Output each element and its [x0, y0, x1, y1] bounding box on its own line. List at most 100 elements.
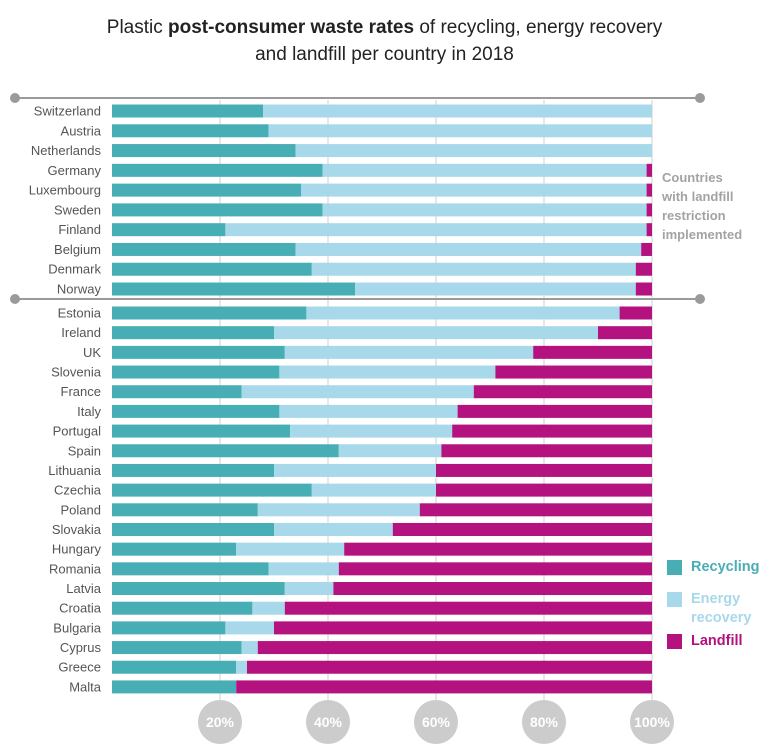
country-label: Belgium [54, 242, 101, 257]
group-label-landfill-restriction: Countries with landfill restriction impl… [662, 168, 742, 244]
bar-recycling [112, 444, 339, 458]
bar-energy-recovery [301, 183, 647, 197]
bar-recycling [112, 223, 226, 237]
title-text-start: Plastic [106, 17, 169, 38]
country-label: Czechia [54, 483, 102, 498]
country-label: Germany [48, 163, 102, 178]
bar-recycling [112, 203, 323, 217]
bar-landfill [619, 306, 652, 320]
bar-landfill [257, 641, 652, 655]
bar-energy-recovery [338, 444, 442, 458]
bar-energy-recovery [355, 282, 636, 296]
bar-energy-recovery [268, 124, 652, 138]
bar-recycling [112, 542, 237, 556]
title-text-end: of recycling, energy recovery [414, 17, 663, 38]
bar-energy-recovery [274, 326, 598, 340]
country-label: Netherlands [31, 143, 102, 158]
x-tick-circle [522, 700, 566, 744]
bar-energy-recovery [279, 365, 496, 379]
bar-landfill [646, 223, 652, 237]
country-label: Sweden [54, 202, 101, 217]
bar-landfill [495, 365, 652, 379]
x-tick-label: 80% [530, 714, 559, 730]
bar-recycling [112, 582, 285, 596]
separator-endpoint [695, 93, 705, 103]
bar-energy-recovery [279, 404, 458, 418]
legend-swatch-energy-recovery [667, 592, 682, 607]
bar-energy-recovery [263, 104, 652, 118]
bar-landfill [635, 282, 652, 296]
bar-energy-recovery [236, 542, 345, 556]
country-label: Norway [57, 282, 102, 297]
country-label: Malta [69, 679, 102, 694]
bar-landfill [344, 542, 652, 556]
legend-label-recycling: Recycling [691, 559, 760, 575]
bar-recycling [112, 404, 280, 418]
bar-landfill [436, 463, 652, 477]
bar-landfill [598, 326, 652, 340]
group-label-line: restriction [662, 208, 726, 223]
bar-landfill [274, 621, 652, 635]
group-label-line: with landfill [662, 189, 734, 204]
x-tick-circle [306, 700, 350, 744]
bar-recycling [112, 424, 291, 438]
bar-energy-recovery [322, 163, 647, 177]
bar-landfill [641, 242, 652, 256]
legend-label-energy-recovery: Energy [691, 591, 741, 607]
title-text-bold: post-consumer waste rates [168, 17, 415, 38]
bar-recycling [112, 183, 301, 197]
bar-landfill [392, 522, 652, 536]
group-label-line: Countries [662, 170, 723, 185]
bar-recycling [112, 483, 312, 497]
x-tick-circle [198, 700, 242, 744]
group-label-line: implemented [662, 227, 743, 242]
country-label: Estonia [58, 306, 102, 321]
bar-energy-recovery [225, 621, 274, 635]
bar-energy-recovery [268, 562, 339, 576]
bar-energy-recovery [295, 144, 652, 158]
country-label: Switzerland [34, 104, 101, 119]
separator-endpoint [695, 294, 705, 304]
bar-recycling [112, 242, 296, 256]
bar-recycling [112, 163, 323, 177]
country-label: Lithuania [48, 463, 102, 478]
bar-recycling [112, 124, 269, 138]
legend-swatch-recycling [667, 560, 682, 575]
bar-energy-recovery [311, 483, 436, 497]
bar-recycling [112, 503, 258, 517]
bar-energy-recovery [284, 582, 334, 596]
bar-recycling [112, 562, 269, 576]
country-label: Bulgaria [53, 620, 101, 635]
x-tick-circle [414, 700, 458, 744]
x-tick-label: 60% [422, 714, 451, 730]
bar-landfill [333, 582, 652, 596]
bar-landfill [247, 660, 652, 674]
x-tick-label: 20% [206, 714, 235, 730]
country-label: Croatia [59, 601, 102, 616]
bar-landfill [284, 601, 652, 615]
bar-energy-recovery [295, 242, 642, 256]
separator-endpoint [10, 93, 20, 103]
bar-energy-recovery [306, 306, 620, 320]
legend-label-landfill: Landfill [691, 633, 743, 649]
bar-recycling [112, 621, 226, 635]
legend-label-energy-recovery-2: recovery [691, 610, 752, 626]
chart-title: Plastic post-consumer waste rates of rec… [0, 14, 769, 68]
country-label: Spain [68, 443, 101, 458]
bar-recycling [112, 601, 253, 615]
bar-recycling [112, 660, 237, 674]
x-tick-circle [630, 700, 674, 744]
country-label: Cyprus [60, 640, 102, 655]
bar-recycling [112, 326, 274, 340]
bar-landfill [646, 203, 652, 217]
bar-recycling [112, 522, 274, 536]
x-tick-label: 100% [634, 714, 670, 730]
bar-recycling [112, 463, 274, 477]
country-label: France [61, 384, 101, 399]
bar-landfill [436, 483, 652, 497]
country-label: Denmark [48, 262, 101, 277]
bar-energy-recovery [257, 503, 420, 517]
country-label: Italy [77, 404, 101, 419]
country-label: Luxembourg [29, 183, 101, 198]
